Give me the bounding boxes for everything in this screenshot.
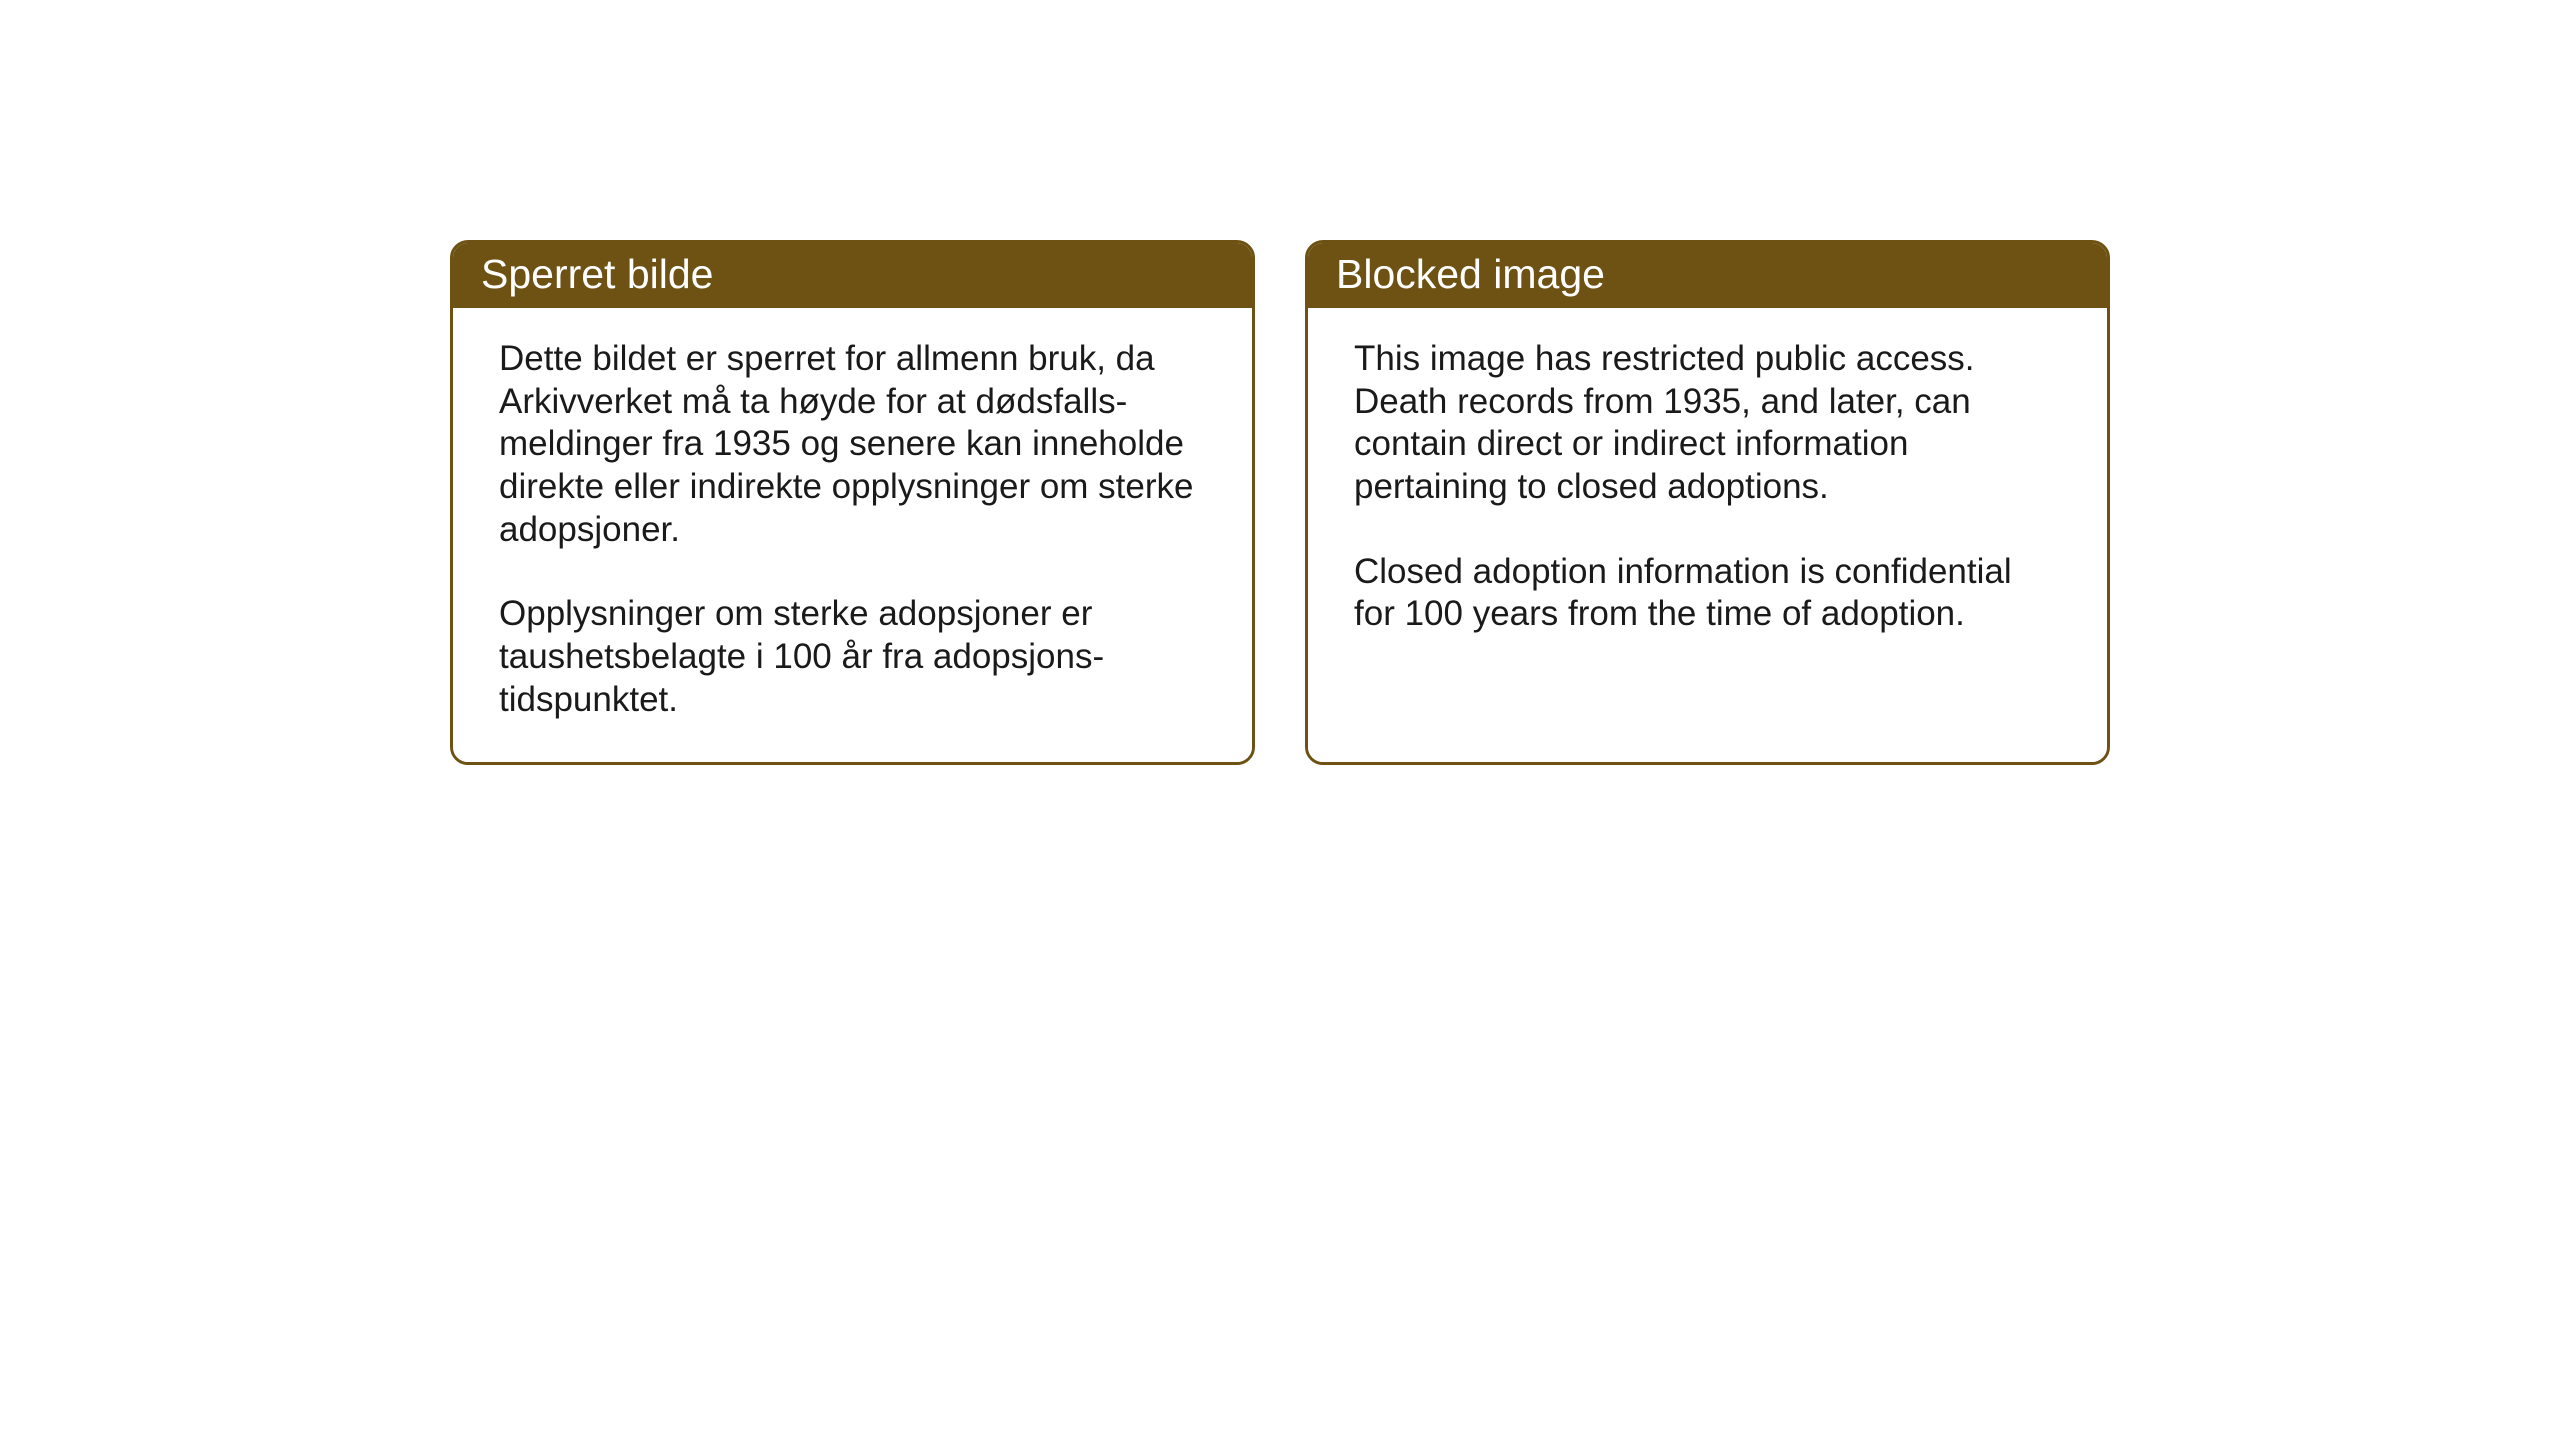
card-title-english: Blocked image: [1336, 251, 1605, 297]
card-para1-english: This image has restricted public access.…: [1354, 338, 2061, 509]
card-header-english: Blocked image: [1308, 243, 2107, 308]
notice-card-english: Blocked image This image has restricted …: [1305, 240, 2110, 765]
card-title-norwegian: Sperret bilde: [481, 251, 713, 297]
card-para2-english: Closed adoption information is confident…: [1354, 551, 2061, 636]
notice-card-norwegian: Sperret bilde Dette bildet er sperret fo…: [450, 240, 1255, 765]
card-header-norwegian: Sperret bilde: [453, 243, 1252, 308]
card-body-norwegian: Dette bildet er sperret for allmenn bruk…: [453, 308, 1252, 762]
card-body-english: This image has restricted public access.…: [1308, 308, 2107, 762]
card-para1-norwegian: Dette bildet er sperret for allmenn bruk…: [499, 338, 1206, 551]
card-para2-norwegian: Opplysninger om sterke adopsjoner er tau…: [499, 593, 1206, 721]
notice-cards-container: Sperret bilde Dette bildet er sperret fo…: [450, 240, 2110, 765]
